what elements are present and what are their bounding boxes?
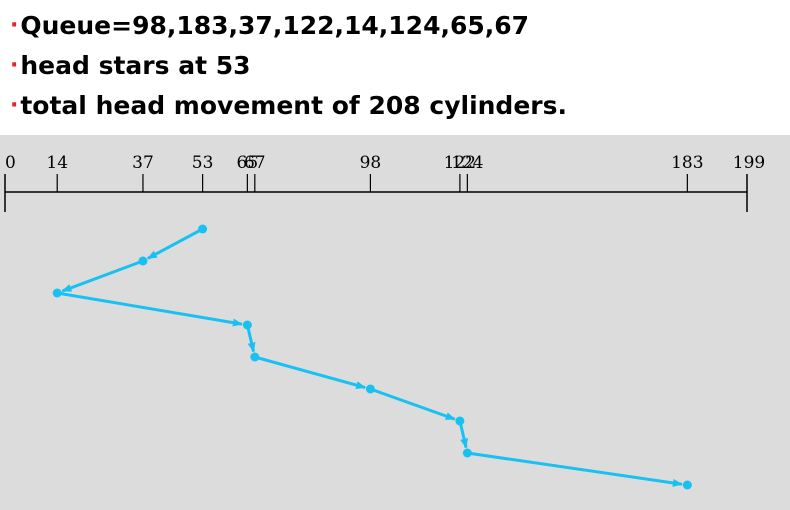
axis-tick-label: 14 — [46, 153, 68, 173]
head-path-segment — [61, 259, 144, 293]
bullet-marker: · — [10, 13, 19, 38]
bullet-list: ·Queue=98,183,37,122,14,124,65,67 ·head … — [10, 6, 780, 126]
axis-tick-label: 53 — [192, 153, 214, 173]
axis-tick-label: 183 — [671, 153, 703, 173]
bullet-queue-text: Queue=98,183,37,122,14,124,65,67 — [20, 11, 530, 40]
head-path-segment — [467, 451, 683, 487]
head-path-segment — [369, 387, 456, 421]
head-position-dot — [250, 352, 260, 362]
head-position-dot — [682, 480, 692, 490]
bullet-marker: · — [10, 93, 19, 118]
axis-tick-label: 124 — [451, 153, 483, 173]
head-path-segment — [146, 227, 204, 260]
axis-tick-label: 199 — [733, 153, 765, 173]
bullet-marker: · — [10, 53, 19, 78]
head-position-dot — [138, 256, 148, 266]
head-path-segment — [458, 420, 468, 449]
bullet-head-start-text: head stars at 53 — [20, 51, 251, 80]
head-position-dot — [365, 384, 375, 394]
head-path-segment — [245, 324, 256, 353]
bullet-queue: ·Queue=98,183,37,122,14,124,65,67 — [10, 6, 780, 46]
bullet-head-start: ·head stars at 53 — [10, 46, 780, 86]
diagram-panel: 0 14 37 53 65 67 98 122 124 183 199 — [0, 135, 790, 510]
axis-tick-label: 37 — [132, 153, 154, 173]
head-position-dot — [462, 448, 472, 458]
head-position-dot — [455, 416, 465, 426]
head-path-segment — [254, 355, 367, 389]
axis-tick-label: 122 — [444, 153, 476, 173]
axis-tick-label: 67 — [244, 153, 266, 173]
head-position-dot — [242, 320, 252, 330]
head-position-dot — [198, 224, 208, 234]
head-path-segment — [56, 291, 243, 327]
axis-tick-label: 98 — [360, 153, 382, 173]
axis-tick-label: 0 — [5, 153, 16, 173]
bullet-total-movement-text: total head movement of 208 cylinders. — [20, 91, 567, 120]
axis-tick-label: 65 — [237, 153, 259, 173]
bullet-total-movement: ·total head movement of 208 cylinders. — [10, 86, 780, 126]
head-position-dot — [52, 288, 62, 298]
